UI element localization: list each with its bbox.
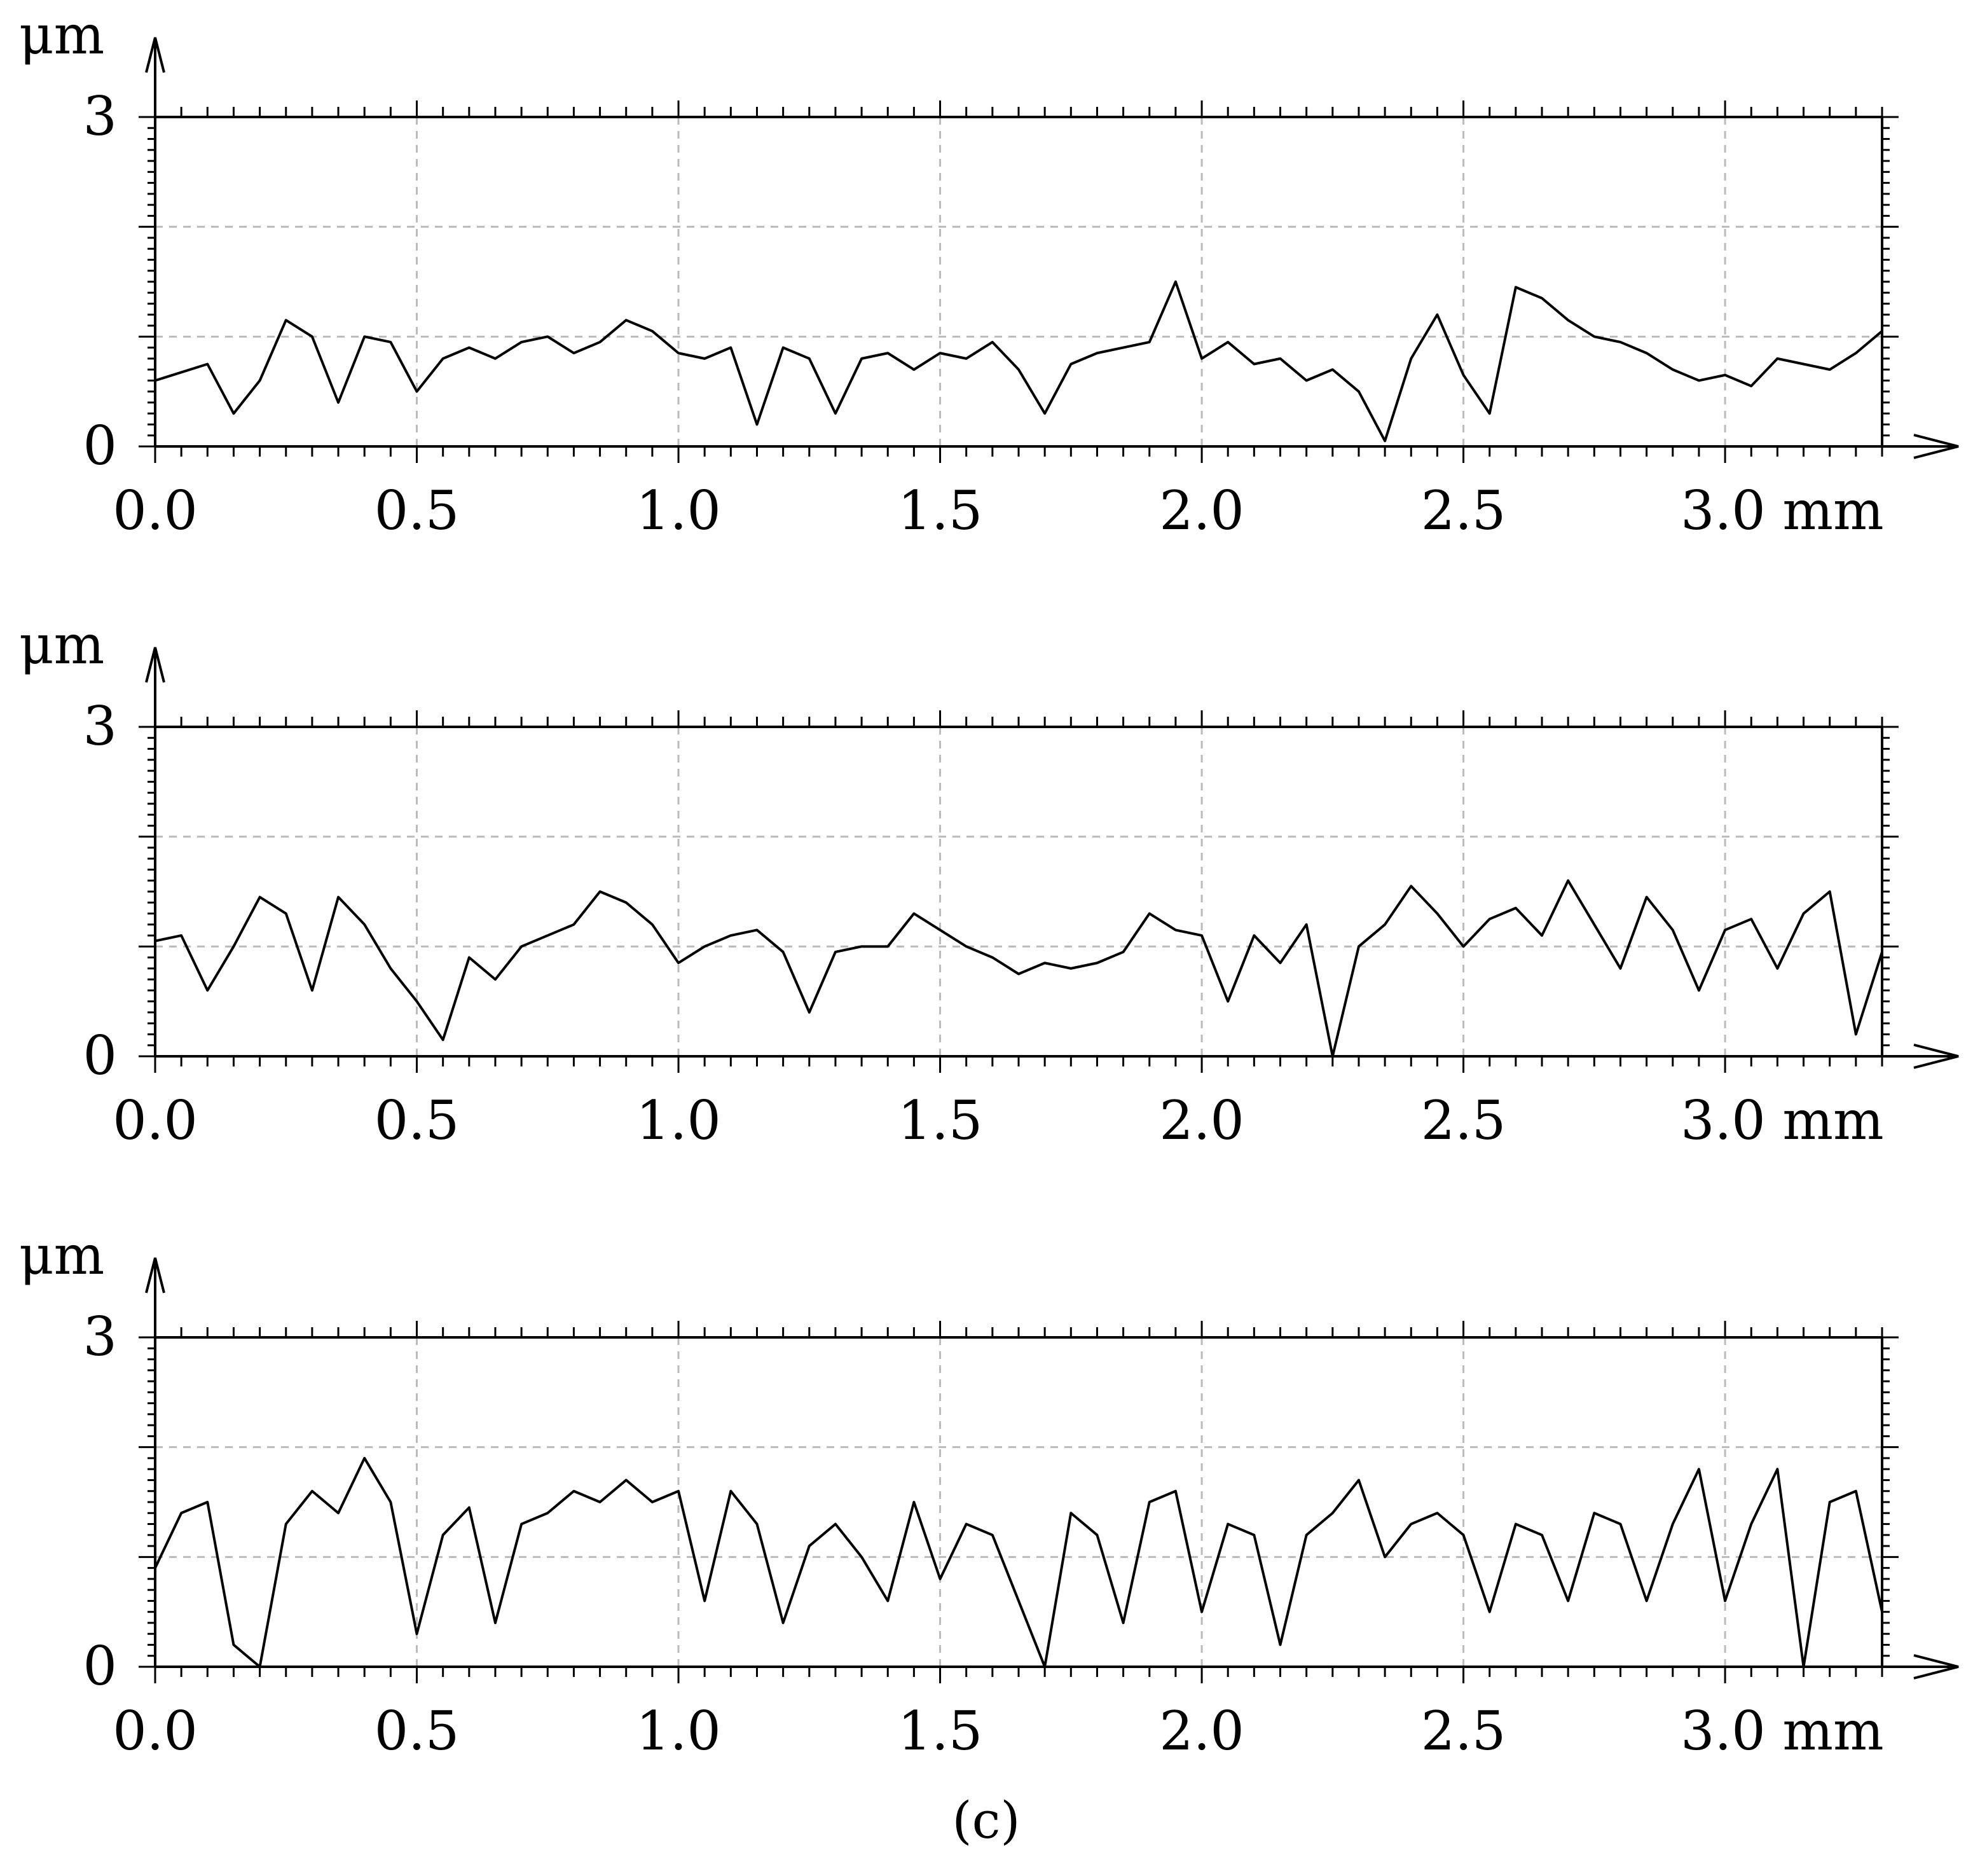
x-tick-label: 2.5 — [1421, 1700, 1506, 1762]
x-axis-arrow — [1913, 1654, 1959, 1679]
figure-caption: (c) — [952, 1791, 1020, 1850]
x-tick-label: 3.0 mm — [1681, 1700, 1884, 1762]
profile-line — [155, 879, 1883, 1058]
chart-panel-3: 0.0 0.5 1.0 1.5 2.0 2.5 3.0 mm 0 3 μm — [19, 1224, 1959, 1762]
y-tick-label: 3 — [83, 85, 117, 148]
x-tick-label: 3.0 mm — [1681, 1089, 1884, 1152]
chart-panel-1: 0.0 0.5 1.0 1.5 2.0 2.5 3.0 mm 0 3 μm — [19, 4, 1959, 542]
x-tick-label: 3.0 mm — [1681, 479, 1884, 542]
x-axis-arrow — [1913, 1044, 1959, 1069]
x-tick-label: 2.0 — [1159, 479, 1244, 542]
x-tick-label: 0.0 — [113, 1700, 198, 1762]
x-tick-label: 1.5 — [898, 479, 983, 542]
y-axis-arrow — [145, 1257, 165, 1293]
x-tick-label: 0.5 — [375, 479, 460, 542]
y-axis-arrow — [145, 647, 165, 683]
x-tick-label: 2.0 — [1159, 1089, 1244, 1152]
profile-line — [155, 280, 1883, 443]
y-tick-label: 0 — [83, 415, 117, 477]
x-tick-label: 1.5 — [898, 1700, 983, 1762]
x-tick-label: 1.0 — [636, 479, 721, 542]
x-tick-label: 1.0 — [636, 1700, 721, 1762]
y-unit-label: μm — [19, 4, 104, 66]
x-tick-label: 2.0 — [1159, 1700, 1244, 1762]
y-tick-label: 0 — [83, 1024, 117, 1087]
x-tick-label: 0.0 — [113, 479, 198, 542]
x-tick-label: 0.5 — [375, 1089, 460, 1152]
y-tick-label: 3 — [83, 695, 117, 757]
x-tick-label: 2.5 — [1421, 1089, 1506, 1152]
y-tick-label: 0 — [83, 1635, 117, 1697]
y-unit-label: μm — [19, 1224, 104, 1286]
y-tick-label: 3 — [83, 1306, 117, 1368]
profile-line — [154, 1456, 1883, 1668]
x-tick-label: 2.5 — [1421, 479, 1506, 542]
x-tick-label: 0.5 — [375, 1700, 460, 1762]
y-unit-label: μm — [19, 614, 104, 676]
y-axis-arrow — [145, 37, 165, 73]
x-axis-arrow — [1913, 434, 1959, 459]
x-tick-label: 1.5 — [898, 1089, 983, 1152]
x-tick-label: 0.0 — [113, 1089, 198, 1152]
x-tick-label: 1.0 — [636, 1089, 721, 1152]
chart-panel-2: 0.0 0.5 1.0 1.5 2.0 2.5 3.0 mm 0 3 μm — [19, 614, 1959, 1152]
